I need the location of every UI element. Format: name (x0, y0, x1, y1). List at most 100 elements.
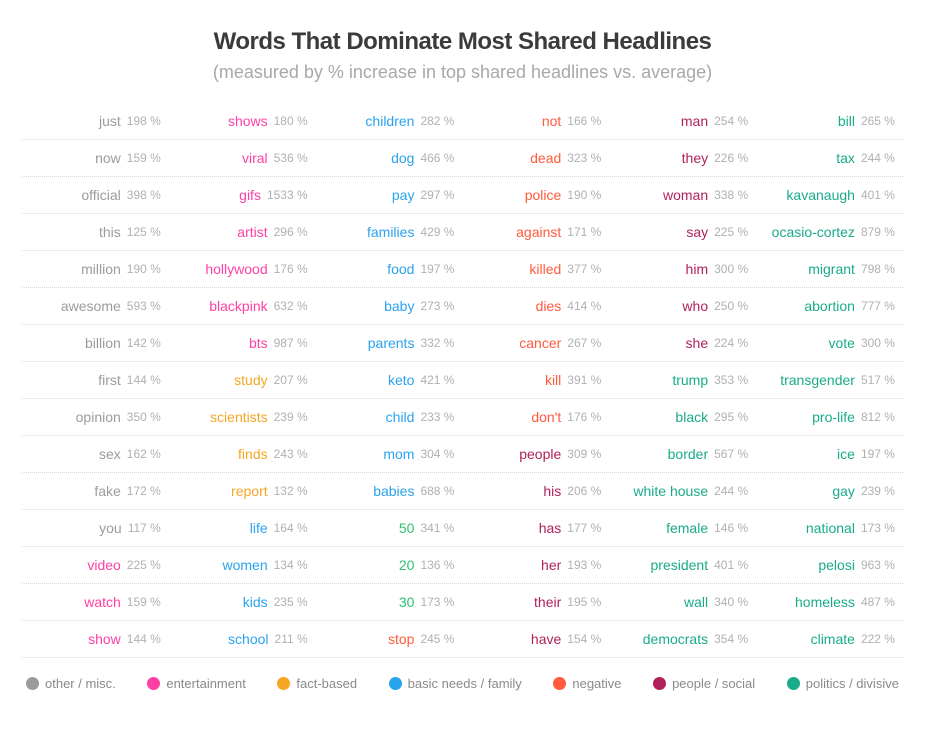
word-label: ice (837, 446, 855, 462)
word-percent: 226 % (714, 151, 748, 165)
legend-swatch (277, 677, 290, 690)
table-row: watch159 %kids235 %30173 %their195 %wall… (22, 584, 903, 621)
word-percent: 190 % (567, 188, 601, 202)
word-label: million (81, 261, 121, 277)
word-label: mom (383, 446, 414, 462)
word-cell: bill265 % (756, 103, 903, 139)
word-cell: president401 % (609, 547, 756, 583)
word-label: man (681, 113, 708, 129)
word-cell: dog466 % (316, 140, 463, 176)
word-label: woman (663, 187, 708, 203)
word-label: report (231, 483, 268, 499)
word-percent: 195 % (567, 595, 601, 609)
word-percent: 353 % (714, 373, 748, 387)
word-percent: 180 % (274, 114, 308, 128)
word-cell: her 193 % (462, 547, 609, 583)
word-percent: 159 % (127, 595, 161, 609)
word-cell: viral536 % (169, 140, 316, 176)
word-cell: who250 % (609, 288, 756, 324)
word-percent: 309 % (567, 447, 601, 461)
word-percent: 304 % (420, 447, 454, 461)
table-row: fake172 %report132 %babies688 %his206 %w… (22, 473, 903, 510)
word-cell: not166 % (462, 103, 609, 139)
word-label: border (668, 446, 708, 462)
word-label: this (99, 224, 121, 240)
word-percent: 377 % (567, 262, 601, 276)
word-cell: migrant798 % (756, 251, 903, 287)
word-label: 50 (399, 520, 415, 536)
word-percent: 338 % (714, 188, 748, 202)
word-cell: just198 % (22, 103, 169, 139)
word-label: 30 (399, 594, 415, 610)
word-label: not (542, 113, 561, 129)
word-cell: baby273 % (316, 288, 463, 324)
word-label: abortion (804, 298, 855, 314)
word-percent: 134 % (274, 558, 308, 572)
word-percent: 125 % (127, 225, 161, 239)
word-percent: 323 % (567, 151, 601, 165)
legend-item: fact-based (277, 676, 357, 691)
word-percent: 233 % (420, 410, 454, 424)
word-label: children (365, 113, 414, 129)
word-cell: families429 % (316, 214, 463, 250)
word-cell: 20136 % (316, 547, 463, 583)
chart-subtitle: (measured by % increase in top shared he… (22, 62, 903, 83)
word-cell: life164 % (169, 510, 316, 546)
word-percent: 224 % (714, 336, 748, 350)
word-cell: shows180 % (169, 103, 316, 139)
word-percent: 211 % (275, 632, 308, 646)
word-label: black (675, 409, 708, 425)
word-label: vote (828, 335, 854, 351)
word-label: dies (536, 298, 562, 314)
word-cell: report132 % (169, 473, 316, 509)
word-cell: say225 % (609, 214, 756, 250)
legend-swatch (26, 677, 39, 690)
word-cell: artist296 % (169, 214, 316, 250)
word-label: pro-life (812, 409, 855, 425)
legend-label: basic needs / family (408, 676, 522, 691)
word-cell: trump353 % (609, 362, 756, 398)
word-label: people (519, 446, 561, 462)
legend-item: negative (553, 676, 621, 691)
word-label: say (686, 224, 708, 240)
word-percent: 879 % (861, 225, 895, 239)
word-percent: 190 % (127, 262, 161, 276)
word-cell: white house244 % (609, 473, 756, 509)
word-cell: stop245 % (316, 621, 463, 657)
word-percent: 812 % (861, 410, 895, 424)
word-cell: awesome593 % (22, 288, 169, 324)
word-label: her (541, 557, 561, 573)
word-label: don't (531, 409, 561, 425)
word-cell: child233 % (316, 399, 463, 435)
word-percent: 193 % (567, 558, 601, 572)
word-percent: 245 % (420, 632, 454, 646)
word-label: gifs (239, 187, 261, 203)
word-label: president (651, 557, 709, 573)
word-cell: video225 % (22, 547, 169, 583)
word-percent: 963 % (861, 558, 895, 572)
word-percent: 198 % (127, 114, 161, 128)
word-label: now (95, 150, 121, 166)
word-label: gay (832, 483, 855, 499)
legend-item: people / social (653, 676, 755, 691)
word-label: their (534, 594, 561, 610)
word-percent: 225 % (127, 558, 161, 572)
word-percent: 244 % (714, 484, 748, 498)
word-cell: sex162 % (22, 436, 169, 472)
word-percent: 176 % (567, 410, 601, 424)
word-cell: 30173 % (316, 584, 463, 620)
word-cell: gay239 % (756, 473, 903, 509)
word-percent: 466 % (420, 151, 454, 165)
word-cell: food197 % (316, 251, 463, 287)
word-cell: ocasio-cortez879 % (756, 214, 903, 250)
table-row: official398 %gifs1533 %pay297 %police190… (22, 177, 903, 214)
word-cell: fake172 % (22, 473, 169, 509)
word-cell: bts987 % (169, 325, 316, 361)
word-label: bill (838, 113, 855, 129)
word-label: you (99, 520, 122, 536)
word-cell: first144 % (22, 362, 169, 398)
word-cell: national173 % (756, 510, 903, 546)
table-row: first144 %study207 %keto421 %kill391 %tr… (22, 362, 903, 399)
word-label: against (516, 224, 561, 240)
word-percent: 391 % (567, 373, 601, 387)
